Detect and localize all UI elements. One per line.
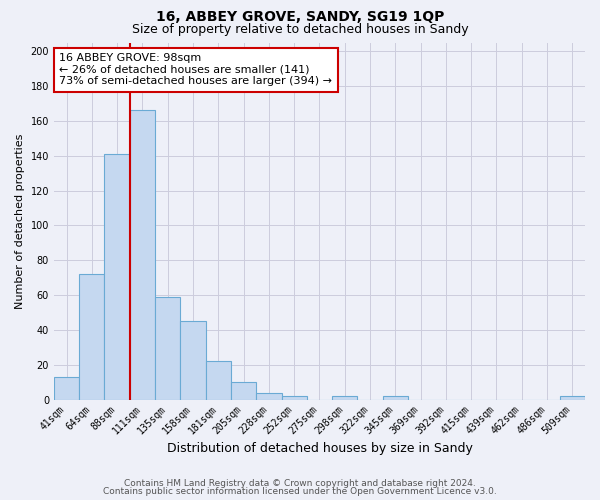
Bar (256, 392, 281, 400)
Bar (181, 321, 206, 400)
Text: Contains HM Land Registry data © Crown copyright and database right 2024.: Contains HM Land Registry data © Crown c… (124, 478, 476, 488)
Text: Contains public sector information licensed under the Open Government Licence v3: Contains public sector information licen… (103, 487, 497, 496)
Bar (231, 382, 256, 400)
Bar (332, 396, 358, 400)
Bar (560, 396, 585, 400)
Bar (79, 274, 104, 400)
Text: Size of property relative to detached houses in Sandy: Size of property relative to detached ho… (131, 22, 469, 36)
Bar (155, 297, 181, 400)
Bar (130, 110, 155, 400)
X-axis label: Distribution of detached houses by size in Sandy: Distribution of detached houses by size … (167, 442, 472, 455)
Text: 16, ABBEY GROVE, SANDY, SG19 1QP: 16, ABBEY GROVE, SANDY, SG19 1QP (156, 10, 444, 24)
Bar (383, 396, 408, 400)
Text: 16 ABBEY GROVE: 98sqm
← 26% of detached houses are smaller (141)
73% of semi-det: 16 ABBEY GROVE: 98sqm ← 26% of detached … (59, 53, 332, 86)
Y-axis label: Number of detached properties: Number of detached properties (15, 134, 25, 308)
Bar (104, 154, 130, 400)
Bar (54, 377, 79, 400)
Bar (206, 362, 231, 400)
Bar (281, 396, 307, 400)
